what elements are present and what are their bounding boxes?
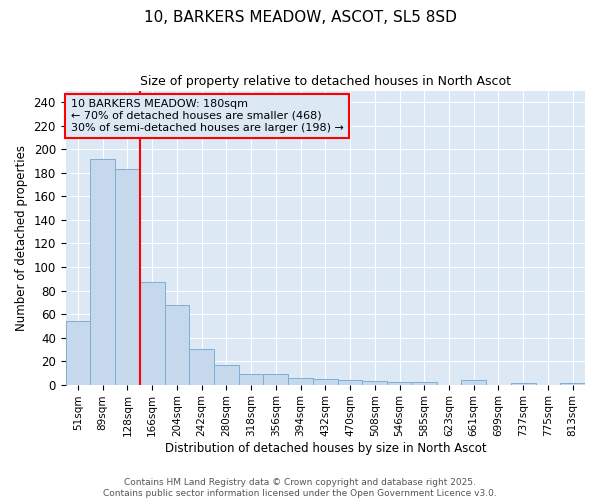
Bar (115, 170, 140, 384)
Bar (190, 350, 214, 384)
Text: 10 BARKERS MEADOW: 180sqm
← 70% of detached houses are smaller (468)
30% of semi: 10 BARKERS MEADOW: 180sqm ← 70% of detac… (71, 100, 344, 132)
Title: Size of property relative to detached houses in North Ascot: Size of property relative to detached ho… (140, 75, 511, 88)
X-axis label: Distribution of detached houses by size in North Ascot: Distribution of detached houses by size … (164, 442, 486, 455)
Bar (164, 304, 190, 384)
Bar (313, 378, 338, 384)
Bar (91, 159, 115, 384)
Y-axis label: Number of detached properties: Number of detached properties (15, 144, 28, 330)
Bar (362, 381, 387, 384)
Bar (263, 374, 288, 384)
Bar (239, 374, 263, 384)
Text: Contains HM Land Registry data © Crown copyright and database right 2025.
Contai: Contains HM Land Registry data © Crown c… (103, 478, 497, 498)
Bar (412, 382, 437, 384)
Bar (387, 382, 412, 384)
Bar (214, 364, 239, 384)
Bar (461, 380, 486, 384)
Text: 10, BARKERS MEADOW, ASCOT, SL5 8SD: 10, BARKERS MEADOW, ASCOT, SL5 8SD (143, 10, 457, 25)
Bar (288, 378, 313, 384)
Bar (140, 282, 164, 384)
Bar (65, 321, 91, 384)
Bar (338, 380, 362, 384)
